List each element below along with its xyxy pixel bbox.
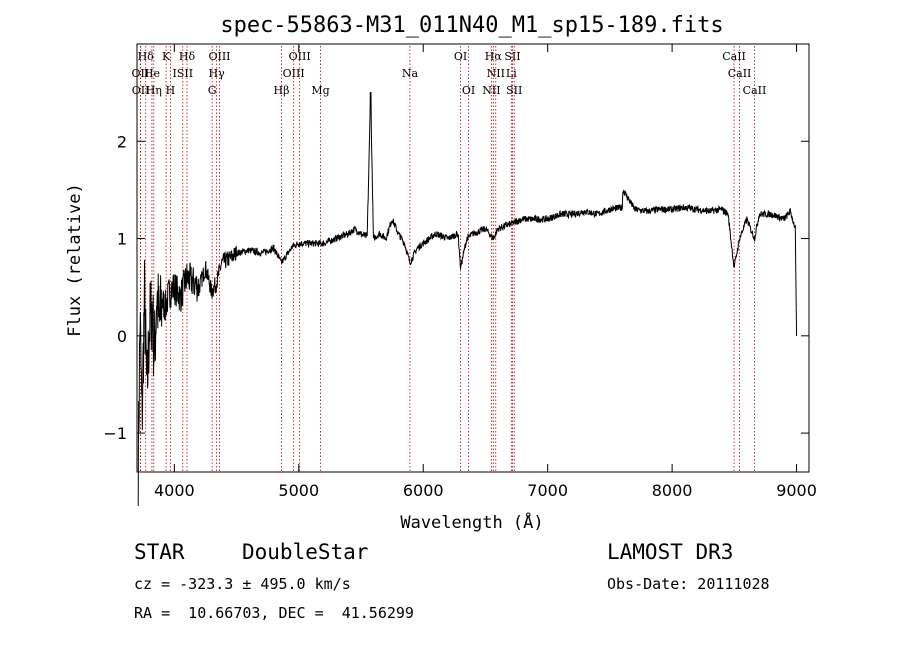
line-label-14: NII bbox=[487, 67, 505, 80]
line-label-1: K bbox=[162, 50, 171, 63]
line-label-23: Na bbox=[402, 67, 419, 80]
line-label-3: OIII bbox=[208, 50, 230, 63]
line-label-19: H bbox=[166, 84, 176, 97]
line-label-0: Hδ bbox=[138, 50, 155, 63]
x-axis-ticks: 4000 5000 6000 7000 8000 9000 bbox=[154, 44, 817, 500]
x-tick-label-2: 6000 bbox=[403, 481, 444, 500]
emission-line-markers bbox=[139, 46, 755, 472]
coordinates: RA = 10.66703, DEC = 41.56299 bbox=[134, 604, 414, 622]
line-label-26: SII bbox=[506, 84, 522, 97]
y-tick-label-1: 0 bbox=[117, 327, 127, 346]
line-label-6: Hα bbox=[485, 50, 503, 63]
y-tick-label-0: −1 bbox=[103, 424, 127, 443]
spectrum-line bbox=[137, 92, 798, 507]
plot-frame bbox=[136, 43, 810, 473]
line-label-4: OIII bbox=[289, 50, 311, 63]
line-label-25: NII bbox=[482, 84, 500, 97]
x-tick-label-5: 9000 bbox=[776, 481, 817, 500]
line-label-5: OI bbox=[454, 50, 467, 63]
line-label-11: ISII bbox=[173, 67, 194, 80]
line-label-13: OIII bbox=[283, 67, 305, 80]
y-axis-label: Flux (relative) bbox=[65, 183, 85, 337]
line-label-17: OII bbox=[132, 84, 150, 97]
x-tick-label-1: 5000 bbox=[278, 481, 319, 500]
line-label-8: CaII bbox=[722, 50, 746, 63]
line-label-16: CaII bbox=[728, 67, 752, 80]
line-label-22: Mg bbox=[311, 84, 329, 97]
line-label-2: Hδ bbox=[179, 50, 196, 63]
line-label-24: OI bbox=[462, 84, 475, 97]
line-label-12: Hγ bbox=[209, 67, 226, 80]
x-tick-label-0: 4000 bbox=[154, 481, 195, 500]
x-axis-label: Wavelength (Å) bbox=[400, 511, 543, 533]
line-label-10: He bbox=[144, 67, 160, 80]
line-label-21: Hβ bbox=[274, 84, 290, 97]
x-tick-label-4: 8000 bbox=[652, 481, 693, 500]
line-label-27: CaII bbox=[743, 84, 767, 97]
line-label-9: OII bbox=[132, 67, 150, 80]
y-axis-ticks: −1 0 1 2 bbox=[103, 132, 809, 443]
class-label: STAR bbox=[134, 540, 185, 564]
line-label-20: G bbox=[208, 84, 217, 97]
y-tick-label-2: 1 bbox=[117, 230, 127, 249]
x-tick-label-3: 7000 bbox=[527, 481, 568, 500]
obs-date: Obs-Date: 20111028 bbox=[607, 575, 770, 593]
line-label-18: Hη bbox=[146, 84, 162, 97]
redshift-velocity: cz = -323.3 ± 495.0 km/s bbox=[134, 575, 351, 593]
y-tick-label-3: 2 bbox=[117, 132, 127, 151]
line-label-7: SII bbox=[504, 50, 520, 63]
chart-title: spec-55863-M31_011N40_M1_sp15-189.fits bbox=[220, 13, 723, 38]
subclass-label: DoubleStar bbox=[242, 540, 369, 564]
line-label-15: Li bbox=[506, 67, 517, 80]
survey-label: LAMOST DR3 bbox=[607, 540, 734, 564]
